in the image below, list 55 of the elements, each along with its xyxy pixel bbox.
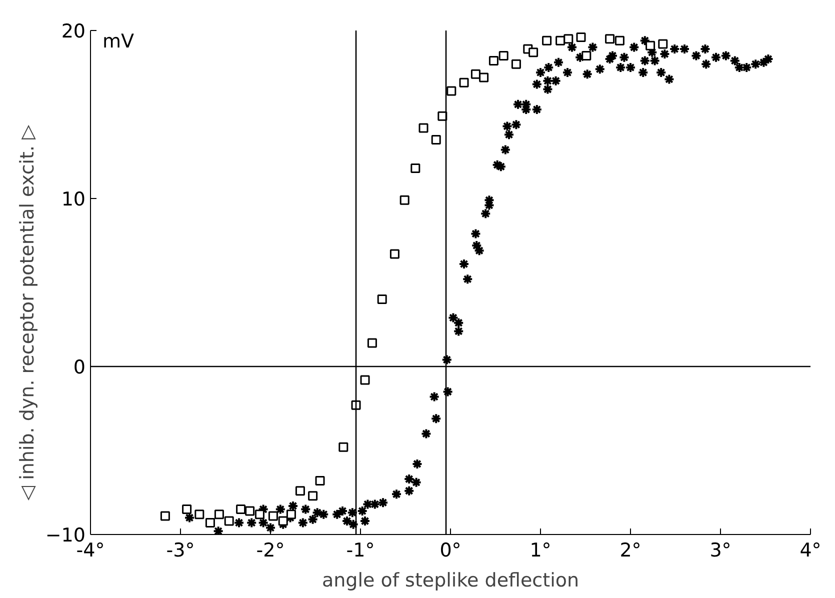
point [431,134,441,144]
point [377,294,387,304]
point [459,78,469,88]
point [182,504,192,514]
point [286,510,296,520]
y-tick-label: 20 [61,20,86,42]
x-tick-label: -1° [346,540,375,562]
point [400,195,410,205]
point [214,510,224,520]
y-axis-title: ◁ inhib. dyn. receptor potential excit. ▷ [16,124,38,501]
point [268,511,278,521]
annotation: mV [102,30,134,52]
x-axis-title: angle of steplike deflection [322,570,580,592]
point [390,249,400,259]
point [605,34,615,44]
point [511,59,521,69]
point [446,86,456,96]
x-tick-label: -2° [256,540,285,562]
point [245,506,255,516]
point [410,164,420,174]
point [470,69,480,79]
point [418,123,428,133]
point [360,375,370,385]
point [528,48,538,58]
point [338,442,348,452]
x-tick-label: 0° [440,540,462,562]
y-tick-label: −10 [45,524,86,546]
point [498,50,508,60]
point [224,516,234,526]
y-tick-label: 0 [73,356,86,378]
point [194,510,204,520]
point [278,516,288,526]
point [367,338,377,348]
x-tick-label: 1° [530,540,552,562]
point [205,518,215,528]
x-tick-label: 3° [710,540,732,562]
point [254,510,264,520]
point [576,32,586,42]
point [488,56,498,66]
point [614,36,624,46]
point [308,491,318,501]
point [160,511,170,521]
point [236,504,246,514]
point [658,39,668,49]
point [295,486,305,496]
x-tick-label: -3° [166,540,195,562]
point [646,40,656,50]
y-tick-label: 10 [61,188,86,210]
x-tick-label: 2° [620,540,642,562]
point [564,34,574,44]
point [542,36,552,46]
point [315,476,325,486]
point [479,72,489,82]
point [582,50,592,60]
x-tick-label: 4° [800,540,822,562]
